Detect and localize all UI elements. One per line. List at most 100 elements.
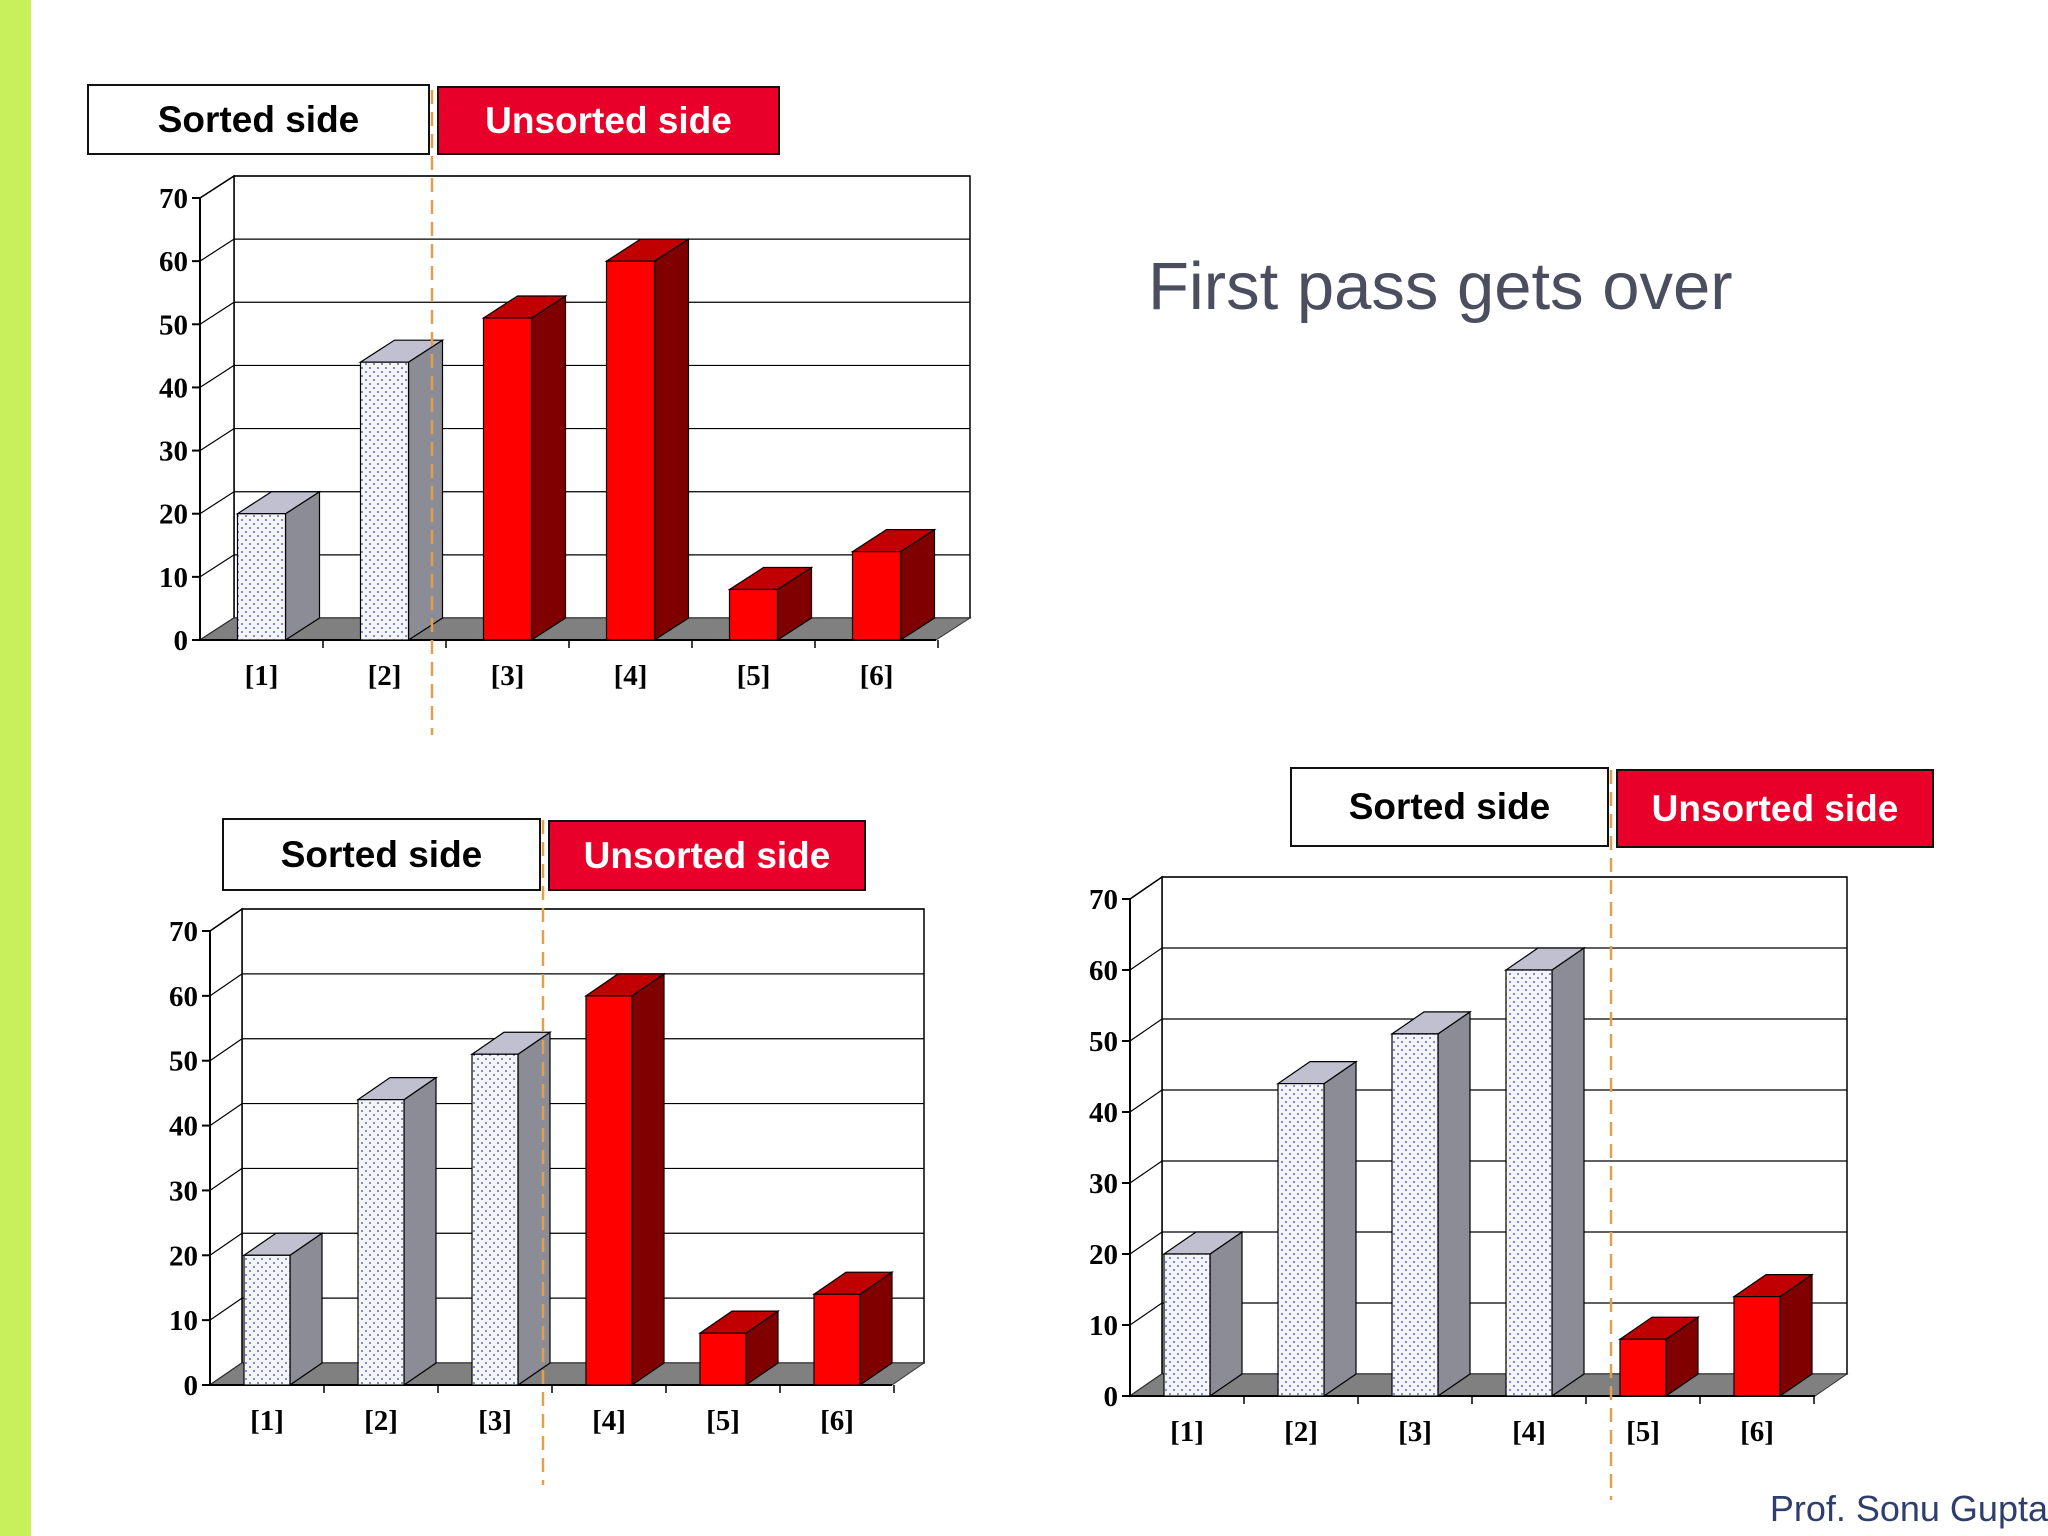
author-credit: Prof. Sonu Gupta — [1769, 1488, 2048, 1529]
sorted-side-label: Sorted side — [87, 84, 430, 155]
x-tick-label: [6] — [1740, 1416, 1774, 1448]
bar-front-face — [1277, 1083, 1325, 1397]
bar-front-face — [357, 1099, 405, 1386]
bar-side-face — [530, 294, 567, 642]
bar-side-face — [517, 1031, 551, 1387]
y-tick-label: 40 — [159, 372, 188, 404]
x-tick-label: [2] — [364, 1405, 398, 1437]
back-wall — [1161, 876, 1848, 1375]
y-tick-label: 70 — [169, 916, 198, 948]
unsorted-side-label: Unsorted side — [1616, 769, 1934, 848]
y-tick-label: 60 — [169, 981, 198, 1013]
sorted-bar — [1390, 1010, 1472, 1398]
x-tick-label: [2] — [368, 660, 402, 692]
unsorted-side-label: Unsorted side — [548, 820, 866, 891]
sorted-bar — [1162, 1230, 1244, 1398]
x-tick-label: [5] — [1626, 1416, 1660, 1448]
x-tick-label: [5] — [706, 1405, 740, 1437]
y-tick-label: 40 — [169, 1111, 198, 1143]
gridline — [1129, 947, 1163, 971]
x-tick-label: [3] — [491, 660, 525, 692]
x-tick-label: [4] — [592, 1405, 626, 1437]
y-tick-label: 50 — [1089, 1026, 1118, 1058]
y-tick-label: 10 — [169, 1305, 198, 1337]
sorted-bar — [242, 1232, 324, 1387]
gridline — [1129, 1231, 1163, 1255]
x-tick-label: [4] — [1512, 1416, 1546, 1448]
bar-front-face — [1391, 1033, 1439, 1397]
x-tick-label: [3] — [1398, 1416, 1432, 1448]
y-tick-label: 20 — [169, 1240, 198, 1272]
gridline — [199, 301, 235, 325]
bar-front-face — [482, 317, 533, 641]
side-wall — [209, 907, 243, 1387]
x-tick-label: [3] — [478, 1405, 512, 1437]
bar-front-face — [471, 1053, 519, 1386]
y-tick-label: 60 — [159, 246, 188, 278]
x-tick-label: [5] — [737, 660, 771, 692]
bar-side-face — [631, 972, 665, 1387]
x-tick-label: [1] — [250, 1405, 284, 1437]
bar-front-face — [236, 513, 287, 641]
y-tick-label: 60 — [1089, 955, 1118, 987]
gridline — [199, 554, 235, 578]
bar-side-face — [289, 1232, 323, 1387]
x-tick-label: [1] — [1170, 1416, 1204, 1448]
bar-front-face — [605, 260, 656, 641]
bar-side-face — [653, 238, 690, 642]
y-tick-label: 10 — [159, 562, 188, 594]
gridline — [1129, 876, 1163, 900]
bar-front-face — [851, 551, 902, 641]
bar-chart-third-pass: 0 10 20 30 40 50 60 70 [1] [2] [3] [4] [5] [6] — [1089, 770, 1849, 1500]
bar-side-face — [284, 490, 321, 642]
bar-front-face — [1163, 1253, 1211, 1397]
bar-front-face — [585, 995, 633, 1386]
unsorted-bar — [481, 294, 568, 642]
bar-chart-first-pass: 0 10 20 30 40 50 60 70 [1] [2] [3] [4] [5] [6] — [159, 90, 972, 735]
bar-front-face — [243, 1254, 291, 1386]
slide-title: First pass gets over — [1148, 249, 1733, 324]
y-tick-label: 10 — [1089, 1310, 1118, 1342]
bar-side-face — [1437, 1010, 1471, 1398]
bar-front-face — [728, 588, 779, 641]
unsorted-bar — [604, 238, 691, 642]
side-wall — [199, 174, 235, 642]
y-tick-label: 70 — [1089, 884, 1118, 916]
bar-chart-second-pass: 0 10 20 30 40 50 60 70 [1] [2] [3] [4] [5] [6] — [169, 820, 926, 1485]
accent-bar — [0, 0, 31, 1536]
back-wall — [233, 175, 971, 619]
gridline — [199, 491, 235, 515]
y-tick-label: 50 — [169, 1046, 198, 1078]
unsorted-bar — [1618, 1316, 1700, 1398]
y-tick-label: 30 — [169, 1175, 198, 1207]
gridline — [209, 1038, 243, 1062]
sorted-bar — [1504, 946, 1586, 1398]
sorted-side-label: Sorted side — [1290, 767, 1609, 847]
bar-side-face — [1551, 946, 1585, 1398]
gridline — [209, 908, 243, 932]
back-wall — [241, 908, 925, 1364]
sorted-bar — [1276, 1060, 1358, 1398]
bar-side-face — [403, 1076, 437, 1387]
gridline — [1129, 1018, 1163, 1042]
y-tick-label: 0 — [1104, 1381, 1119, 1413]
y-tick-label: 30 — [1089, 1168, 1118, 1200]
sorted-side-label: Sorted side — [222, 818, 541, 891]
y-tick-label: 40 — [1089, 1097, 1118, 1129]
bar-side-face — [407, 339, 444, 642]
bar-front-face — [699, 1332, 747, 1386]
gridline — [199, 428, 235, 452]
sorted-bar — [358, 339, 445, 642]
gridline — [1129, 1302, 1163, 1326]
gridline — [1129, 1160, 1163, 1184]
unsorted-bar — [727, 566, 814, 642]
unsorted-bar — [850, 528, 937, 642]
gridline — [199, 175, 235, 199]
bar-front-face — [813, 1293, 861, 1386]
bar-front-face — [359, 361, 410, 641]
unsorted-side-label: Unsorted side — [437, 86, 780, 155]
y-tick-label: 50 — [159, 309, 188, 341]
x-tick-label: [2] — [1284, 1416, 1318, 1448]
sorted-bar — [470, 1031, 552, 1387]
bar-front-face — [1619, 1338, 1667, 1397]
